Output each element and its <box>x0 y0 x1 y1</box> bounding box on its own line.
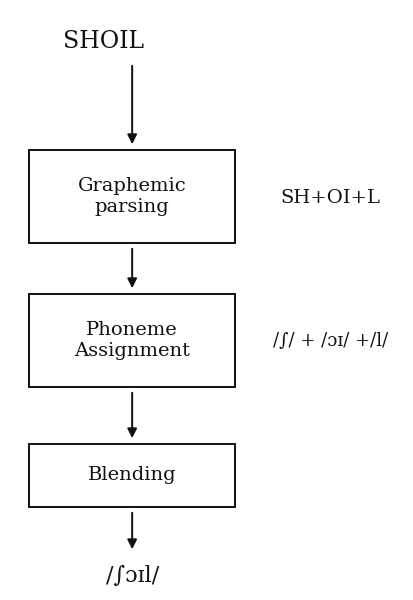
Text: /∫/ + /ɔɪ/ +/l/: /∫/ + /ɔɪ/ +/l/ <box>273 332 388 350</box>
Text: Graphemic
parsing: Graphemic parsing <box>78 177 187 216</box>
Text: Phoneme
Assignment: Phoneme Assignment <box>74 321 190 360</box>
FancyBboxPatch shape <box>29 150 235 243</box>
Text: SH+OI+L: SH+OI+L <box>280 189 380 207</box>
Text: Blending: Blending <box>88 467 176 485</box>
FancyBboxPatch shape <box>29 444 235 507</box>
FancyBboxPatch shape <box>29 294 235 387</box>
Text: /∫ɔɪl/: /∫ɔɪl/ <box>106 565 159 587</box>
Text: SHOIL: SHOIL <box>63 31 144 53</box>
